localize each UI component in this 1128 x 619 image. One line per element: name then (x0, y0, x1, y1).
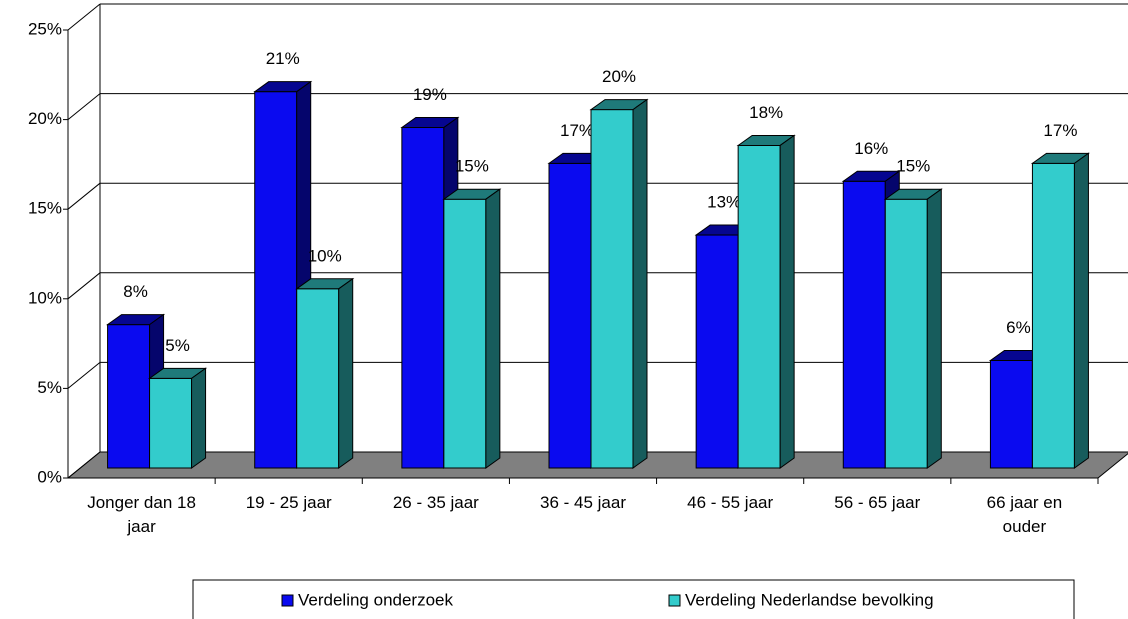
grid-line (67, 93, 101, 120)
bar-front (548, 162, 592, 469)
legend-marker (668, 594, 681, 607)
data-label: 6% (1006, 318, 1031, 337)
bar-front (296, 288, 340, 469)
bar-front (884, 198, 928, 469)
data-label: 8% (123, 282, 148, 301)
legend-box (192, 579, 1075, 619)
bar-front (149, 377, 193, 469)
bar-side (926, 188, 942, 469)
bar-side (779, 134, 795, 469)
bar-front (590, 109, 634, 469)
data-label: 18% (749, 103, 783, 122)
x-tick-label: Jonger dan 18 jaar (87, 493, 196, 536)
grid-line (67, 362, 101, 389)
data-label: 20% (602, 67, 636, 86)
x-tick-label: 19 - 25 jaar (246, 493, 332, 512)
bar-side (485, 188, 501, 469)
y-tick-label: 25% (28, 19, 62, 38)
data-label: 17% (560, 121, 594, 140)
grid-line (67, 3, 101, 31)
x-tick-label: 36 - 45 jaar (540, 493, 626, 512)
data-label: 19% (413, 85, 447, 104)
data-label: 10% (308, 246, 342, 265)
bar-side (1073, 152, 1089, 469)
data-label: 21% (266, 49, 300, 68)
bar-front (1031, 162, 1075, 469)
grid-line (67, 451, 101, 479)
x-tick-label: 26 - 35 jaar (393, 493, 479, 512)
bar-front (737, 144, 781, 469)
y-tick-label: 10% (28, 288, 62, 307)
x-tick-label: 56 - 65 jaar (834, 493, 920, 512)
legend-marker (281, 594, 294, 607)
bar-front (989, 359, 1033, 469)
data-label: 16% (854, 139, 888, 158)
data-label: 13% (707, 193, 741, 212)
y-tick-label: 5% (37, 378, 62, 397)
bar-front (443, 198, 487, 469)
y-tick-label: 0% (37, 467, 62, 486)
data-label: 15% (896, 157, 930, 176)
y-tick-label: 15% (28, 199, 62, 218)
data-label: 15% (455, 157, 489, 176)
bar-front (401, 127, 445, 469)
bar-front (842, 180, 886, 469)
legend-label: Verdeling onderzoek (298, 590, 454, 609)
bar-side (338, 277, 354, 469)
x-tick-label: 46 - 55 jaar (687, 493, 773, 512)
grid-line (67, 182, 101, 210)
y-tick-label: 20% (28, 109, 62, 128)
x-tick-label: 66 jaar en ouder (987, 493, 1063, 536)
bar-side (632, 98, 648, 469)
bar-front (107, 324, 151, 469)
data-label: 17% (1043, 121, 1077, 140)
bar-front (695, 234, 739, 469)
bar-side (191, 367, 207, 469)
bar-front (254, 91, 298, 469)
legend-label: Verdeling Nederlandse bevolking (685, 590, 934, 609)
data-label: 5% (165, 336, 190, 355)
grid-line (67, 272, 101, 300)
